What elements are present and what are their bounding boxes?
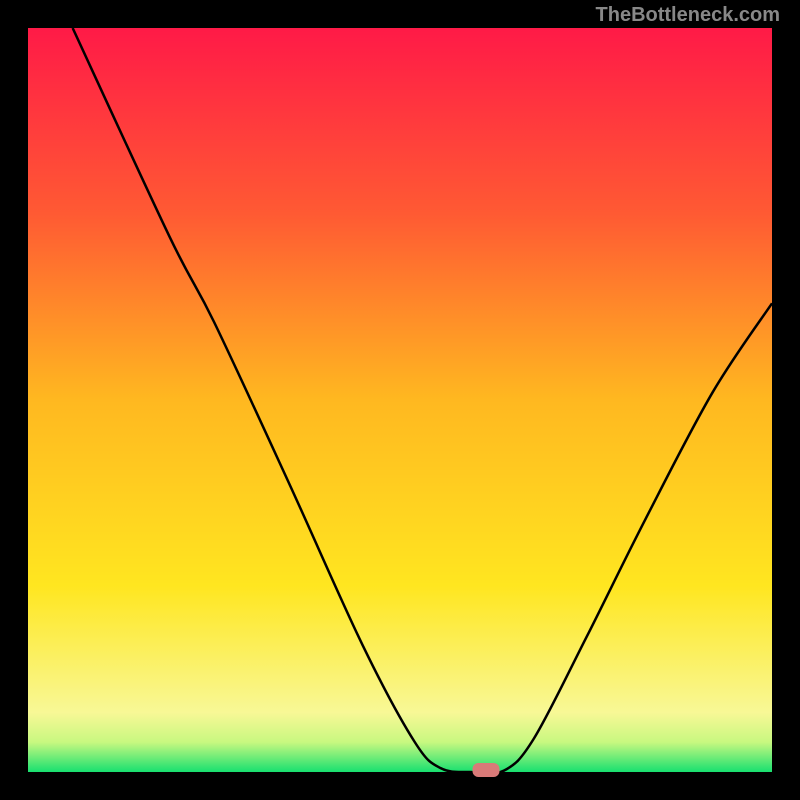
optimal-marker xyxy=(472,763,499,777)
bottleneck-curve xyxy=(28,28,772,772)
plot-area xyxy=(28,28,772,772)
watermark-text: TheBottleneck.com xyxy=(596,4,780,27)
